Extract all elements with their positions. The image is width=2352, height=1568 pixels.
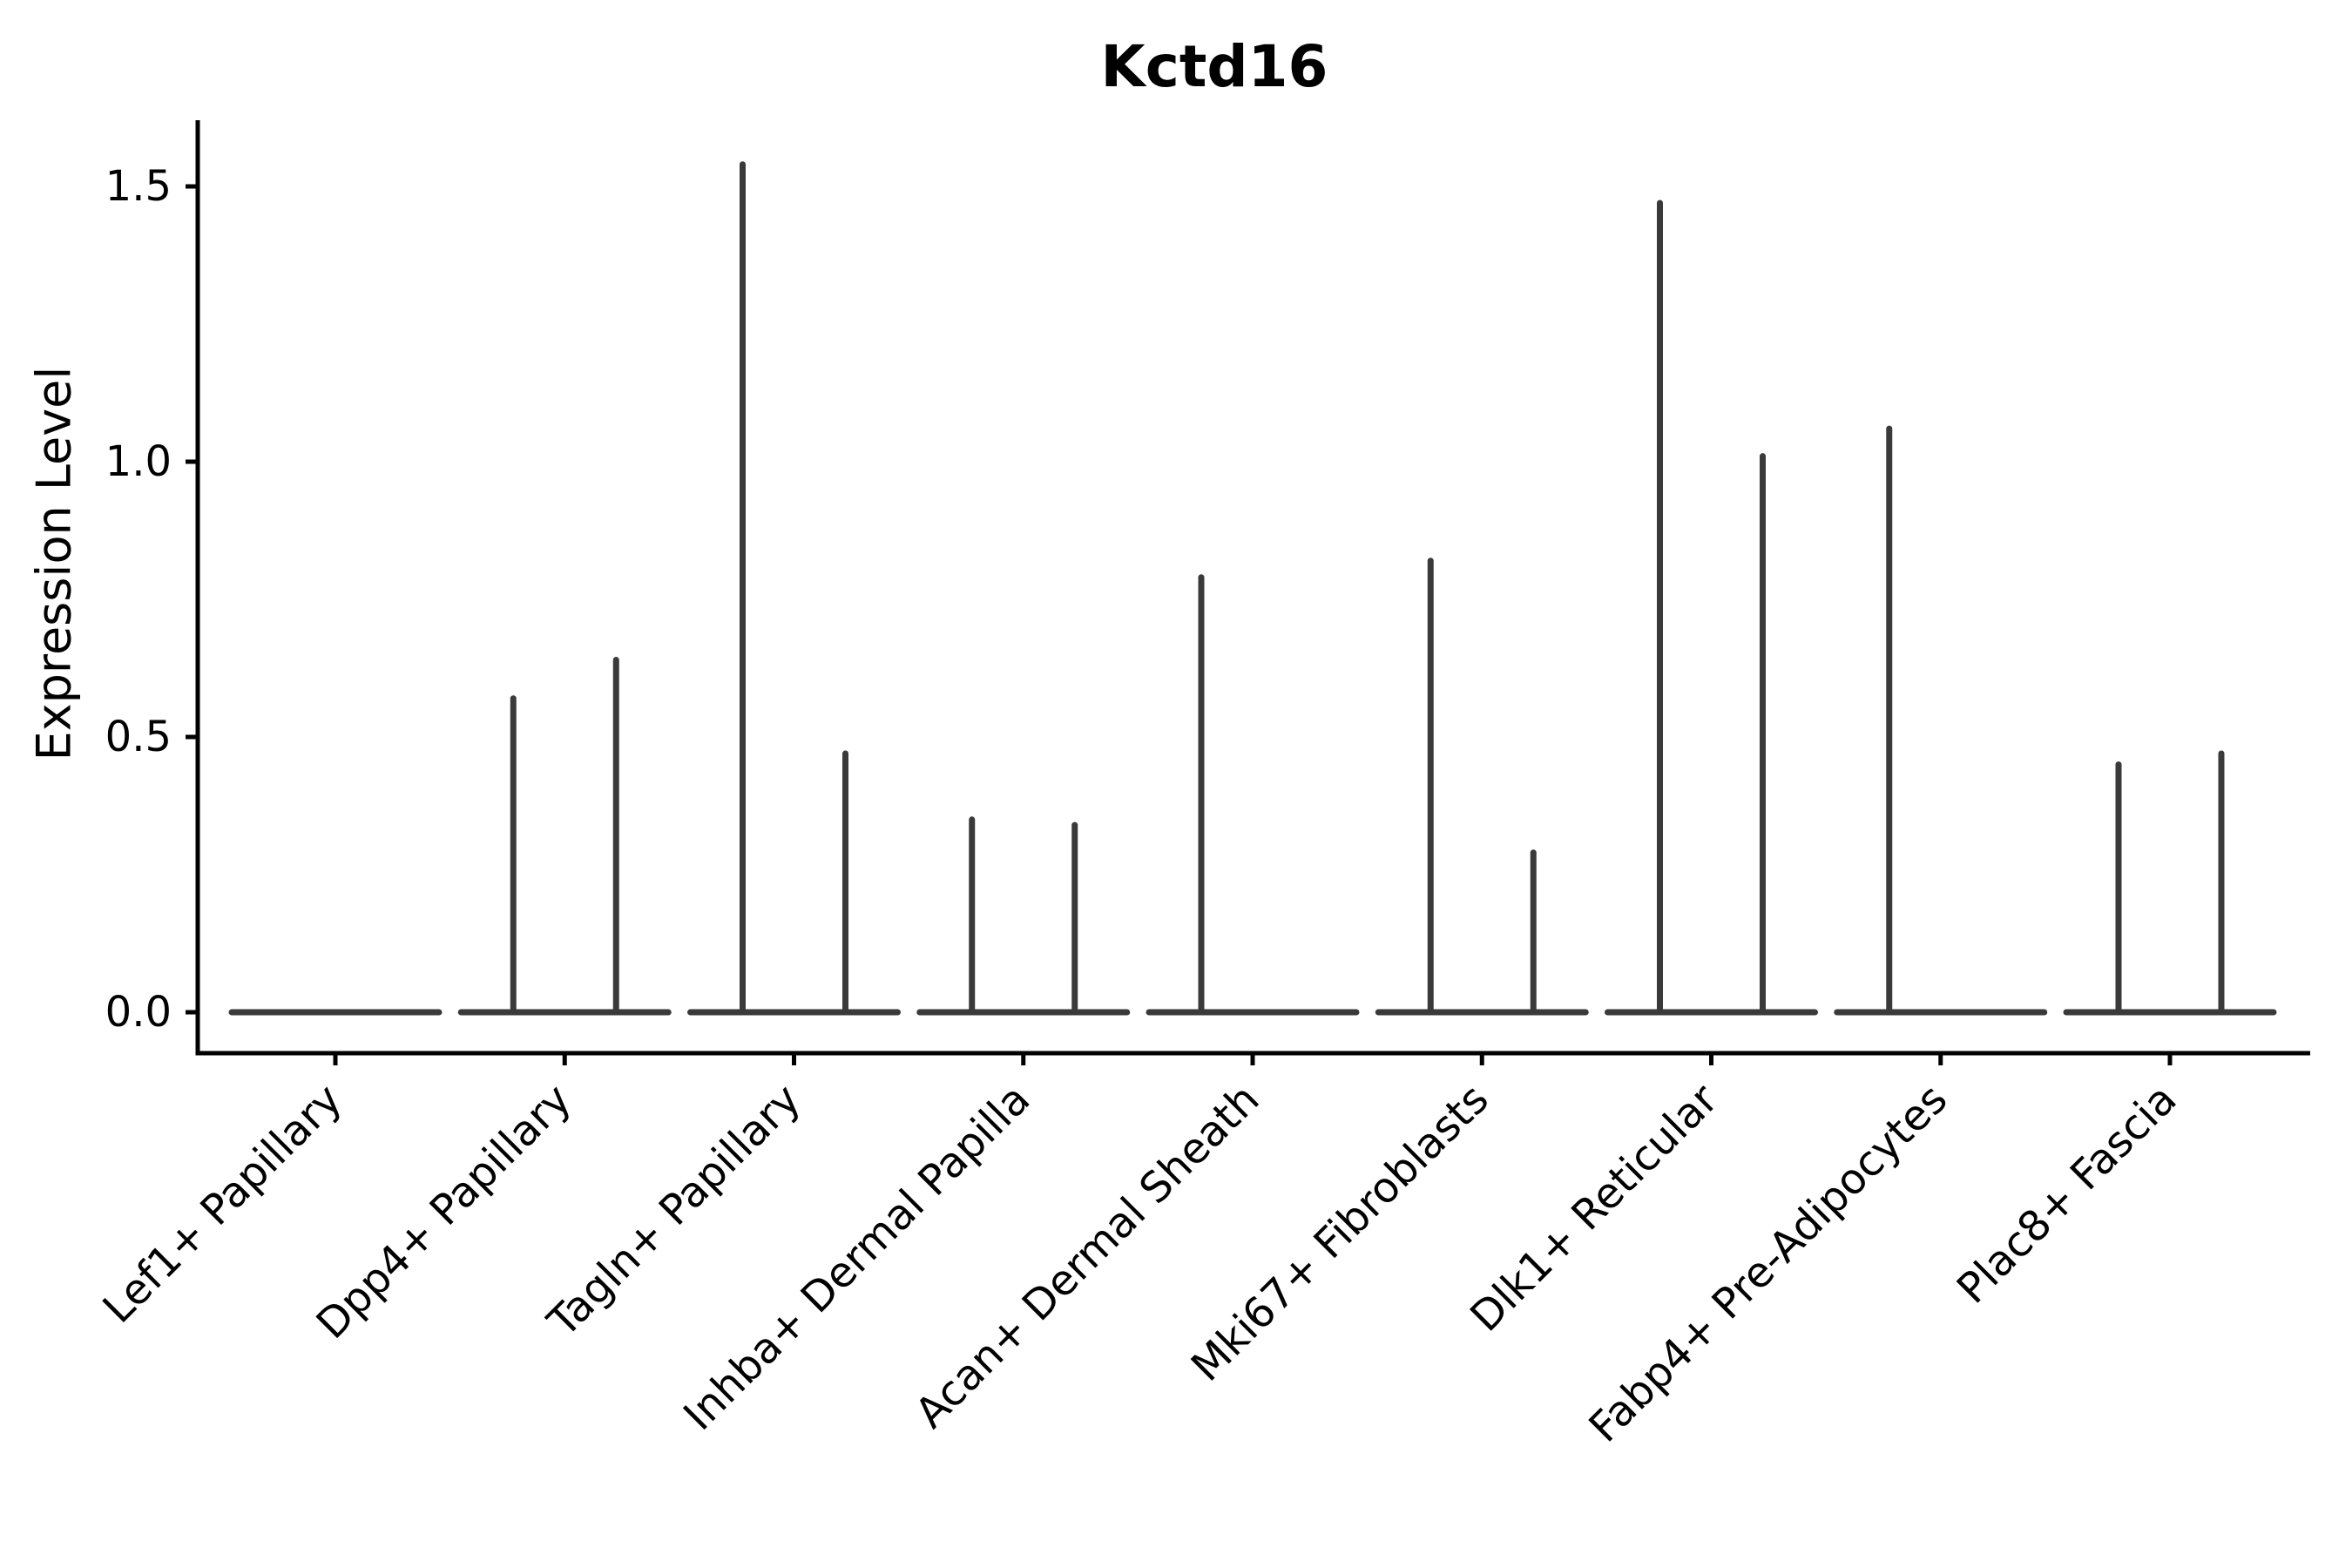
x-category-label: Tagln+ Papillary	[538, 1075, 810, 1347]
x-category-label: Plac8+ Fascia	[1948, 1075, 2186, 1314]
y-tick-label: 0.5	[105, 713, 172, 761]
y-tick-label: 1.5	[105, 162, 172, 211]
x-category-label: Lef1+ Papillary	[94, 1075, 352, 1333]
chart-title: Kctd16	[1100, 33, 1328, 100]
y-tick-label: 0.0	[105, 988, 172, 1037]
x-category-label: Dlk1+ Reticular	[1461, 1075, 1727, 1342]
y-axis-title: Expression Level	[26, 366, 82, 761]
y-tick-label: 1.0	[105, 437, 172, 486]
x-category-label: Dpp4+ Papillary	[308, 1075, 581, 1348]
